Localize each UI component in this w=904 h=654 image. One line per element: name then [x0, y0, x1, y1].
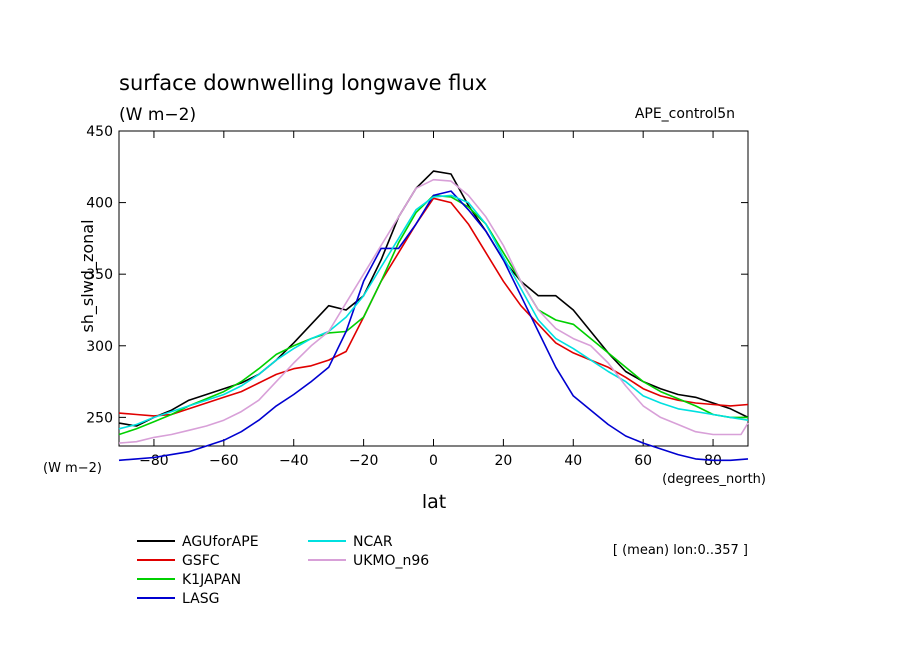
x-tick-label: 0 — [429, 453, 438, 469]
x-unit-label: (degrees_north) — [662, 472, 766, 487]
y-ticks: 250 300 350 400 450 — [86, 124, 748, 426]
x-tick-label: −20 — [349, 453, 379, 469]
y-tick-label: 350 — [86, 267, 113, 283]
y-tick-label: 400 — [86, 196, 113, 212]
legend-label-k1japan: K1JAPAN — [182, 572, 241, 588]
y-tick-label: 250 — [86, 410, 113, 426]
series-line-lasg — [118, 190, 749, 462]
legend-label-ncar: NCAR — [353, 534, 393, 550]
series-line-ncar — [118, 194, 749, 430]
series-line-ukmo-n96 — [118, 178, 749, 444]
x-tick-label: 40 — [564, 453, 582, 469]
chart-title: surface downwelling longwave flux — [119, 71, 487, 95]
legend-label-gsfc: GSFC — [182, 553, 220, 569]
x-ticks: −80 −60 −40 −20 0 20 40 60 80 — [139, 131, 722, 469]
chart-subtitle-units: (W m−2) — [119, 105, 196, 125]
series-layer — [118, 170, 749, 462]
y-tick-label: 450 — [86, 124, 113, 140]
legend: AGUforAPE GSFC K1JAPAN LASG NCAR UKMO_n96 — [137, 534, 429, 607]
legend-label-ukmo-n96: UKMO_n96 — [353, 553, 429, 569]
x-tick-label: 20 — [494, 453, 512, 469]
x-tick-label: 60 — [634, 453, 652, 469]
legend-label-aguforape: AGUforAPE — [182, 534, 259, 550]
legend-label-lasg: LASG — [182, 591, 219, 607]
x-axis-label: lat — [422, 491, 446, 513]
y-tick-label: 300 — [86, 339, 113, 355]
series-line-gsfc — [118, 197, 749, 417]
y-unit-label: (W m−2) — [43, 461, 102, 476]
averaging-annotation: [ (mean) lon:0..357 ] — [613, 543, 748, 558]
x-tick-label: −60 — [209, 453, 239, 469]
run-label: APE_control5n — [635, 106, 735, 122]
y-axis-label: sh_slwd_zonal — [78, 219, 98, 332]
x-tick-label: −40 — [279, 453, 309, 469]
